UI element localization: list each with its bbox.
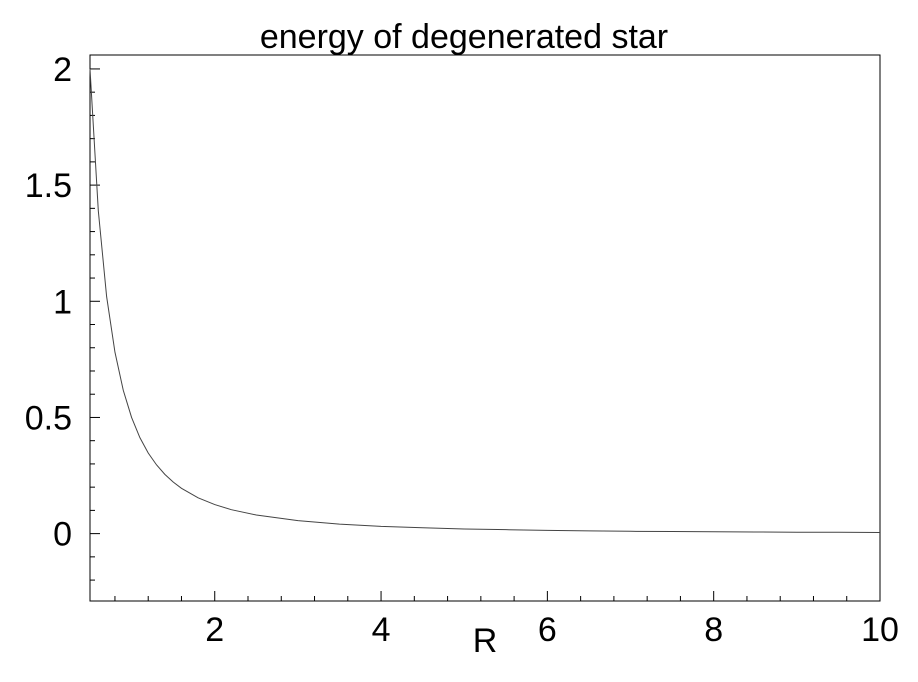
x-tick-label: 8 [704, 611, 723, 649]
y-tick-label: 0 [53, 516, 72, 554]
y-axis-ticks: 0 0.5 1 1.5 2 [25, 51, 100, 554]
plot-frame [89, 54, 881, 602]
x-tick-label: 10 [861, 611, 899, 649]
y-tick-label: 1.5 [25, 167, 72, 205]
x-tick-label: 2 [205, 611, 224, 649]
y-tick-label: 0.5 [25, 399, 72, 437]
x-tick-label: 4 [372, 611, 391, 649]
x-minor-ticks [114, 596, 848, 601]
x-axis-ticks: 2 4 6 8 10 [205, 591, 899, 649]
y-tick-label: 2 [53, 51, 72, 89]
chart-title: energy of degenerated star [260, 18, 668, 56]
x-axis-label: R [473, 622, 498, 660]
energy-curve [89, 68, 881, 533]
y-tick-label: 1 [53, 283, 72, 321]
x-tick-label: 6 [538, 611, 557, 649]
y-minor-ticks [90, 91, 95, 581]
